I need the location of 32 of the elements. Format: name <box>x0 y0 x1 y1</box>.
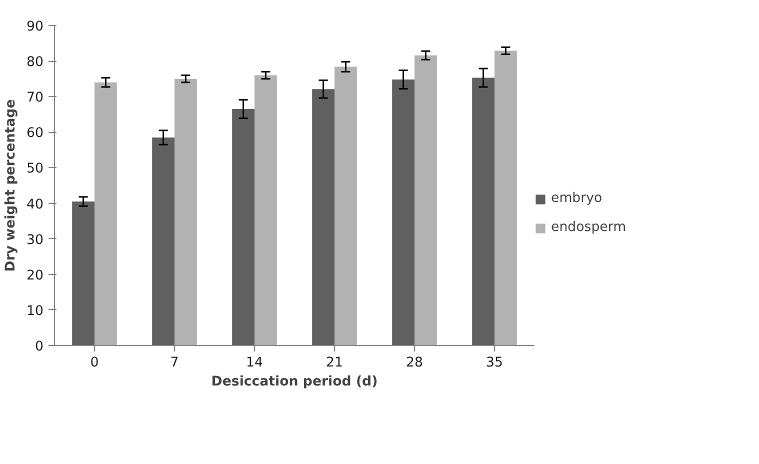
bar <box>472 78 494 346</box>
x-tick-label: 21 <box>326 356 343 370</box>
x-tick-label: 35 <box>486 356 503 370</box>
x-tick-label: 7 <box>170 356 179 370</box>
x-tick-label: 28 <box>406 356 423 370</box>
bar <box>94 82 117 346</box>
y-tick-label: 10 <box>26 304 44 319</box>
bar <box>414 55 437 346</box>
x-tick-label: 14 <box>246 356 263 370</box>
bar <box>254 75 277 346</box>
x-axis-title: Desiccation period (d) <box>211 374 378 390</box>
y-tick-label: 30 <box>26 232 44 248</box>
y-tick-label: 70 <box>26 90 44 106</box>
bar <box>232 109 254 346</box>
bar <box>174 78 197 346</box>
legend-label: embryo <box>551 191 602 206</box>
y-tick-label: 20 <box>26 268 44 284</box>
bar <box>72 202 94 346</box>
y-tick-label: 90 <box>26 20 44 34</box>
bar <box>494 50 517 346</box>
y-tick-label: 50 <box>26 162 44 177</box>
y-tick-label: 80 <box>26 55 44 70</box>
y-tick-label: 40 <box>26 197 44 212</box>
bar <box>152 138 174 346</box>
bar <box>312 89 334 346</box>
y-tick-label: 0 <box>35 340 44 354</box>
x-tick-label: 0 <box>90 356 99 370</box>
y-axis-title: Dry weight percentage <box>4 99 19 272</box>
legend-label: endosperm <box>551 220 626 235</box>
bar <box>334 66 357 346</box>
y-tick-label: 60 <box>26 126 44 142</box>
bar <box>392 80 414 346</box>
